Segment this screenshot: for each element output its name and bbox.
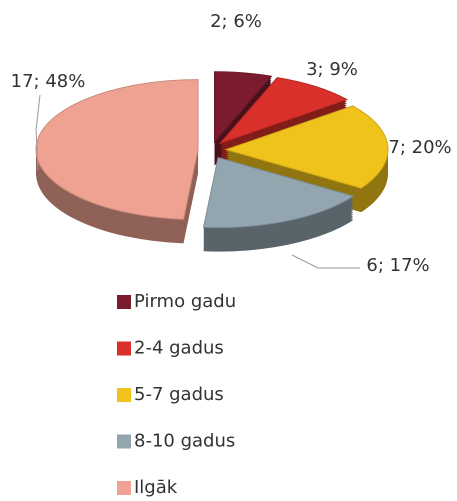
data-label: 7; 20%	[388, 137, 451, 158]
data-label: 2; 6%	[210, 11, 262, 32]
legend-label: 8-10 gadus	[134, 431, 235, 452]
leader-line	[35, 94, 41, 171]
leader-line	[291, 254, 360, 269]
pie-tops	[35, 71, 389, 229]
slice	[214, 71, 273, 144]
legend-label: 2-4 gadus	[134, 338, 224, 359]
slice	[202, 156, 355, 229]
legend-swatch	[117, 434, 131, 449]
legend-swatch	[117, 295, 131, 309]
slice	[35, 79, 199, 220]
legend: Pirmo gadu 2-4 gadus 5-7 gadus 8-10 gadus Il…	[117, 291, 236, 498]
data-label: 6; 17%	[366, 255, 429, 276]
data-labels: 2; 6% 3; 9% 7; 20% 6; 17% 17; 48%	[11, 11, 452, 276]
data-label: 3; 9%	[306, 59, 358, 80]
slice	[218, 77, 349, 145]
legend-swatch	[117, 481, 131, 495]
legend-label: 5-7 gadus	[134, 384, 224, 405]
legend-swatch	[117, 388, 131, 402]
legend-swatch	[117, 341, 131, 356]
slice	[224, 105, 389, 189]
legend-label: Ilgāk	[134, 477, 178, 497]
legend-label: Pirmo gadu	[134, 291, 236, 312]
data-label: 17; 48%	[11, 71, 86, 92]
